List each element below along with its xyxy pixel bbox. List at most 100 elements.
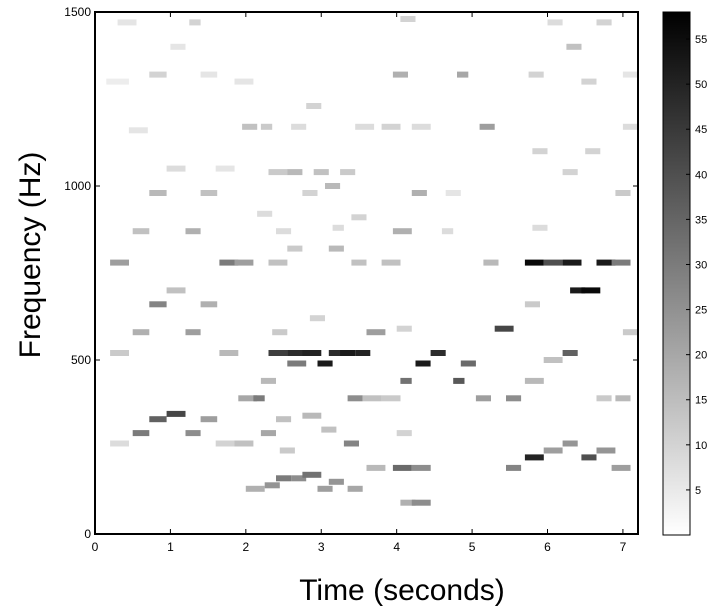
spectrogram-cell — [528, 71, 544, 78]
spectrogram-cell — [400, 16, 416, 22]
spectrogram-cell — [291, 123, 307, 130]
spectrogram-cell — [411, 499, 431, 506]
spectrogram-cell — [457, 71, 469, 78]
spectrogram-cell — [355, 350, 371, 356]
spectrogram-cell — [110, 259, 129, 266]
spectrogram-cell — [547, 19, 563, 26]
spectrogram-cell — [445, 190, 461, 196]
colorbar-tick-label: 25 — [695, 305, 707, 317]
x-tick-label: 5 — [469, 540, 476, 554]
colorbar-tick-label: 10 — [695, 440, 707, 452]
spectrogram-cell — [234, 440, 254, 447]
x-tick-label: 1 — [167, 540, 174, 554]
spectrogram-cell — [475, 395, 491, 402]
x-tick-label: 4 — [393, 540, 400, 554]
spectrogram-cell — [347, 395, 363, 402]
spectrogram-cell — [524, 259, 544, 266]
spectrogram-cell — [264, 482, 280, 489]
spectrogram-cell — [253, 395, 265, 402]
x-tick-label: 3 — [318, 540, 325, 554]
spectrogram-cell — [430, 350, 446, 356]
x-tick-label: 0 — [92, 540, 99, 554]
x-tick-label: 2 — [242, 540, 249, 554]
spectrogram-cell — [276, 416, 292, 423]
spectrogram-cell — [460, 360, 476, 367]
spectrogram-cell — [562, 169, 578, 176]
spectrogram-cell — [543, 447, 563, 454]
spectrogram-cell — [287, 169, 303, 176]
spectrogram-cell — [325, 183, 341, 189]
spectrogram-cell — [309, 315, 325, 322]
spectrogram-cell — [611, 464, 631, 471]
spectrogram-cell — [215, 165, 235, 172]
spectrogram-cell — [149, 416, 167, 423]
spectrogram-cell — [185, 329, 201, 336]
spectrogram-cell — [321, 426, 337, 433]
spectrogram-cell — [392, 71, 408, 78]
x-tick-label: 6 — [544, 540, 551, 554]
y-axis-ticks: 0 500 1000 1500 — [64, 5, 638, 541]
spectrogram-cell — [291, 475, 307, 482]
spectrogram-cell — [200, 416, 218, 423]
spectrogram-cell — [166, 410, 186, 417]
spectrogram-cell — [272, 329, 288, 336]
spectrogram-cell — [494, 325, 514, 332]
colorbar-tick-label: 50 — [695, 79, 707, 91]
spectrogram-cells — [106, 16, 638, 506]
spectrogram-cell — [279, 447, 295, 454]
x-axis-ticks: 0 1 2 3 4 5 6 7 — [92, 12, 627, 554]
spectrogram-cell — [166, 287, 186, 294]
spectrogram-cell — [570, 287, 586, 294]
spectrogram-cell — [411, 123, 431, 130]
colorbar-tick-label: 35 — [695, 214, 707, 226]
y-tick-label: 1000 — [64, 179, 91, 193]
colorbar-tick-label: 15 — [695, 395, 707, 407]
spectrogram-cell — [306, 103, 322, 109]
spectrogram-cell — [132, 329, 150, 336]
spectrogram-cell — [524, 454, 544, 461]
spectrogram-cell — [506, 395, 522, 402]
spectrogram-cell — [287, 350, 307, 356]
spectrogram-cell — [381, 395, 401, 402]
spectrogram-cell — [392, 228, 412, 235]
spectrogram-cell — [351, 259, 367, 266]
spectrogram-cell — [622, 71, 638, 78]
spectrogram-cell — [351, 214, 367, 221]
x-tick-label: 7 — [620, 540, 627, 554]
spectrogram-cell — [396, 325, 412, 332]
spectrogram-cell — [622, 123, 638, 130]
spectrogram-cell — [328, 245, 344, 252]
spectrogram-cell — [234, 259, 254, 266]
spectrogram-cell — [581, 78, 597, 85]
colorbar-tick-label: 30 — [695, 259, 707, 271]
spectrogram-cell — [170, 43, 186, 50]
spectrogram-cell — [268, 259, 288, 266]
spectrogram-cell — [302, 412, 322, 419]
spectrogram-cell — [302, 190, 318, 196]
spectrogram-cell — [479, 123, 495, 130]
spectrogram-cell — [381, 259, 401, 266]
spectrogram-cell — [366, 329, 386, 336]
spectrogram-cell — [276, 475, 292, 482]
spectrogram-cell — [543, 259, 563, 266]
spectrogram-cell — [532, 148, 548, 155]
spectrogram-cell — [441, 228, 454, 235]
spectrogram-cell — [483, 259, 499, 266]
spectrogram-cell — [302, 350, 322, 356]
spectrogram-cell — [453, 377, 465, 384]
y-tick-label: 1500 — [64, 5, 91, 19]
spectrogram-cell — [585, 148, 601, 155]
spectrogram-cell — [219, 350, 239, 356]
spectrogram-cell — [200, 190, 218, 196]
spectrogram-cell — [596, 395, 612, 402]
spectrogram-cell — [415, 360, 431, 367]
spectrogram-cell — [340, 350, 356, 356]
spectrogram-cell — [128, 127, 148, 134]
spectrogram-cell — [245, 485, 265, 492]
spectrogram-cell — [562, 440, 578, 447]
spectrogram-cell — [215, 440, 235, 447]
spectrogram-cell — [328, 478, 344, 485]
spectrogram-cell — [219, 259, 239, 266]
spectrogram-cell — [106, 78, 129, 85]
